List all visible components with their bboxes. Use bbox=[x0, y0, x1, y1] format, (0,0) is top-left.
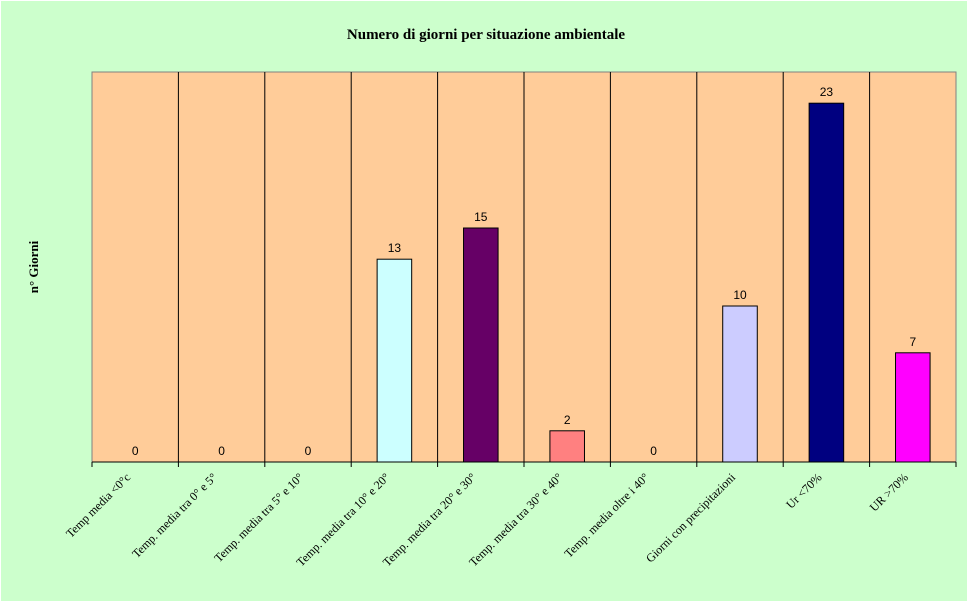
bar-9 bbox=[808, 102, 845, 463]
x-tick-label-9: Ur <70% bbox=[783, 470, 824, 511]
x-tick-label-1: Temp media <0°c bbox=[63, 470, 133, 540]
x-tick-label-10: UR >70% bbox=[867, 470, 911, 514]
x-tick-label-6: Temp. media tra 30° e 40° bbox=[466, 470, 565, 569]
data-label-6: 2 bbox=[564, 413, 571, 427]
y-axis-label: n° Giorni bbox=[26, 240, 41, 293]
data-label-7: 0 bbox=[650, 444, 657, 458]
x-tick-label-8: Giorni con precipitazioni bbox=[643, 470, 739, 566]
data-label-4: 13 bbox=[388, 241, 402, 255]
bar-8 bbox=[722, 305, 758, 463]
x-tick-label-4: Temp. media tra 10° e 20° bbox=[293, 470, 392, 569]
data-label-8: 10 bbox=[733, 288, 747, 302]
data-label-1: 0 bbox=[132, 444, 139, 458]
data-label-9: 23 bbox=[820, 85, 834, 99]
x-tick-label-2: Temp. media tra 0° e 5° bbox=[129, 470, 220, 561]
chart-title: Numero di giorni per situazione ambienta… bbox=[347, 27, 626, 43]
x-tick-label-7: Temp. media oltre i 40° bbox=[561, 470, 651, 560]
data-label-3: 0 bbox=[305, 444, 312, 458]
bar-5 bbox=[463, 227, 499, 463]
data-label-10: 7 bbox=[909, 335, 916, 349]
data-label-5: 15 bbox=[474, 210, 488, 224]
plot-area: 0 Temp media <0°c 0 Temp. media tra 0° e 5°… bbox=[63, 71, 957, 569]
x-tick-label-5: Temp. media tra 20° e 30° bbox=[380, 470, 479, 569]
bar-6 bbox=[549, 430, 585, 463]
data-label-2: 0 bbox=[218, 444, 225, 458]
bar-4 bbox=[376, 258, 413, 463]
bar-10 bbox=[895, 352, 931, 463]
x-tick-label-3: Temp. media tra 5° e 10° bbox=[211, 470, 306, 565]
